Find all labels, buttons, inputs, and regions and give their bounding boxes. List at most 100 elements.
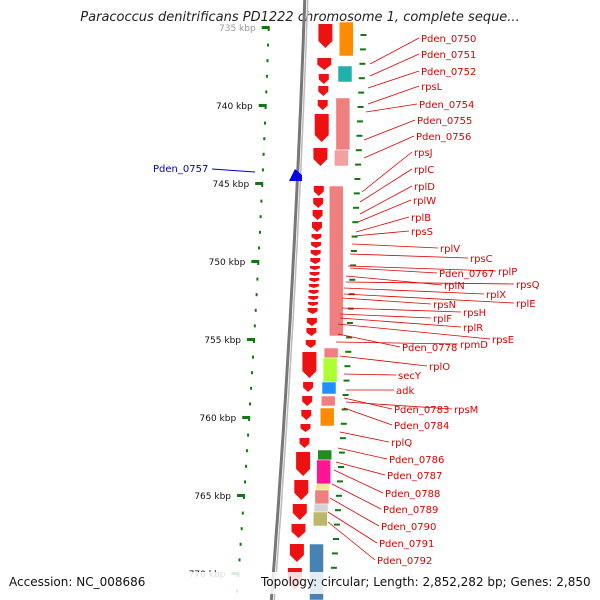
gene-label[interactable]: Pden_0787 bbox=[387, 471, 442, 482]
gene-label[interactable]: rpsH bbox=[463, 308, 486, 319]
feature-block[interactable] bbox=[335, 97, 351, 151]
gene-label[interactable]: adk bbox=[396, 386, 414, 397]
gene-arrow[interactable] bbox=[309, 272, 320, 276]
gene-label[interactable]: rplE bbox=[516, 299, 536, 310]
gene-label[interactable]: rplN bbox=[444, 281, 465, 292]
gene-label[interactable]: rplR bbox=[463, 323, 483, 334]
gene-label[interactable]: rpsS bbox=[411, 227, 433, 238]
gene-label[interactable]: rplQ bbox=[391, 438, 412, 449]
gene-label[interactable]: rpmD bbox=[460, 340, 488, 351]
gene-label-connector bbox=[337, 333, 401, 348]
feature-block[interactable] bbox=[329, 185, 344, 337]
left-gene-label[interactable]: Pden_0757 bbox=[153, 164, 208, 175]
gene-label[interactable]: rplB bbox=[411, 213, 431, 224]
gene-label[interactable]: Pden_0790 bbox=[381, 522, 436, 533]
gene-label[interactable]: Pden_0754 bbox=[419, 100, 474, 111]
gene-label[interactable]: Pden_0786 bbox=[389, 455, 444, 466]
pden-0757-marker[interactable] bbox=[289, 169, 302, 181]
gene-label[interactable]: rplX bbox=[486, 290, 506, 301]
gene-label[interactable]: rpsN bbox=[433, 300, 456, 311]
scale-dot bbox=[252, 340, 255, 343]
gene-arrow[interactable] bbox=[291, 524, 306, 538]
gene-label[interactable]: rpsJ bbox=[414, 148, 433, 159]
gene-arrow[interactable] bbox=[313, 186, 324, 196]
feature-block[interactable] bbox=[321, 381, 337, 395]
gene-label[interactable]: rplF bbox=[433, 314, 452, 325]
gene-arrow[interactable] bbox=[306, 318, 317, 326]
gene-arrow[interactable] bbox=[289, 544, 304, 562]
gene-arrow[interactable] bbox=[312, 222, 322, 232]
gene-label[interactable]: Pden_0778 bbox=[402, 343, 457, 354]
gene-arrow[interactable] bbox=[299, 438, 310, 448]
gene-arrow[interactable] bbox=[300, 424, 311, 432]
gene-label[interactable]: Pden_0792 bbox=[377, 556, 432, 567]
gene-arrow[interactable] bbox=[301, 410, 312, 420]
feature-block[interactable] bbox=[319, 407, 335, 427]
gene-arrow[interactable] bbox=[318, 74, 329, 84]
feature-block[interactable] bbox=[334, 149, 349, 167]
gene-arrow[interactable] bbox=[310, 250, 321, 256]
gene-label[interactable]: rpsM bbox=[454, 405, 478, 416]
gene-arrow[interactable] bbox=[302, 352, 317, 378]
gene-arrow[interactable] bbox=[302, 396, 313, 406]
gene-label[interactable]: rpsQ bbox=[516, 280, 540, 291]
gene-label[interactable]: rplW bbox=[413, 196, 436, 207]
feature-block[interactable] bbox=[314, 489, 330, 505]
gene-arrow[interactable] bbox=[306, 328, 317, 336]
gene-arrow[interactable] bbox=[309, 278, 320, 282]
gene-label[interactable]: Pden_0791 bbox=[379, 539, 434, 550]
gene-label[interactable]: rpsL bbox=[421, 82, 443, 93]
gene-arrow[interactable] bbox=[296, 452, 311, 476]
feature-block[interactable] bbox=[339, 21, 354, 57]
gene-arrow[interactable] bbox=[311, 242, 322, 248]
gene-arrow[interactable] bbox=[313, 148, 328, 166]
gene-arrow[interactable] bbox=[317, 100, 328, 110]
feature-block[interactable] bbox=[323, 347, 339, 359]
gene-label[interactable]: Pden_0784 bbox=[394, 421, 449, 432]
gene-arrow[interactable] bbox=[317, 58, 332, 70]
gene-label[interactable]: Pden_0783 bbox=[394, 405, 449, 416]
gene-arrow[interactable] bbox=[318, 86, 329, 96]
gene-label[interactable]: rplO bbox=[429, 362, 450, 373]
gene-label[interactable]: Pden_0767 bbox=[439, 269, 494, 280]
gene-arrow[interactable] bbox=[303, 382, 314, 392]
gene-arrow[interactable] bbox=[318, 24, 333, 48]
gene-label[interactable]: secY bbox=[398, 371, 422, 382]
gene-arrow[interactable] bbox=[309, 266, 320, 270]
gene-arrow[interactable] bbox=[292, 504, 307, 520]
gene-label[interactable]: rplV bbox=[440, 244, 460, 255]
gene-arrow[interactable] bbox=[305, 340, 316, 348]
gene-label[interactable]: Pden_0756 bbox=[416, 132, 471, 143]
gene-arrow[interactable] bbox=[308, 284, 319, 288]
gene-label[interactable]: rplC bbox=[414, 165, 434, 176]
feature-block[interactable] bbox=[337, 65, 353, 83]
gene-label[interactable]: Pden_0751 bbox=[421, 50, 476, 61]
feature-block[interactable] bbox=[320, 395, 336, 407]
gene-label[interactable]: rpsC bbox=[470, 254, 493, 265]
feature-block[interactable] bbox=[313, 511, 328, 527]
gene-label[interactable]: Pden_0755 bbox=[417, 116, 472, 127]
gene-arrow[interactable] bbox=[294, 480, 309, 500]
gene-label[interactable]: Pden_0789 bbox=[383, 505, 438, 516]
gene-label[interactable]: rplP bbox=[498, 267, 517, 278]
feature-block[interactable] bbox=[315, 483, 330, 491]
feature-block[interactable] bbox=[316, 459, 331, 485]
feature-block[interactable] bbox=[313, 503, 329, 513]
gene-arrow[interactable] bbox=[307, 308, 318, 314]
gene-arrow[interactable] bbox=[308, 296, 319, 300]
gene-arrow[interactable] bbox=[308, 290, 319, 294]
feature-block[interactable] bbox=[317, 449, 332, 461]
gene-arrow[interactable] bbox=[314, 114, 329, 142]
gene-arrow[interactable] bbox=[311, 234, 322, 240]
gene-arrow[interactable] bbox=[313, 198, 324, 208]
gene-arrow[interactable] bbox=[308, 302, 318, 306]
gene-arrow[interactable] bbox=[310, 258, 321, 264]
gene-label[interactable]: rplD bbox=[414, 182, 435, 193]
feature-block[interactable] bbox=[322, 357, 338, 383]
gene-label[interactable]: Pden_0752 bbox=[421, 67, 476, 78]
gene-label[interactable]: Pden_0788 bbox=[385, 489, 440, 500]
gene-label[interactable]: Pden_0750 bbox=[421, 34, 476, 45]
gene-label[interactable]: rpsE bbox=[492, 335, 514, 346]
gene-arrow[interactable] bbox=[312, 210, 323, 220]
